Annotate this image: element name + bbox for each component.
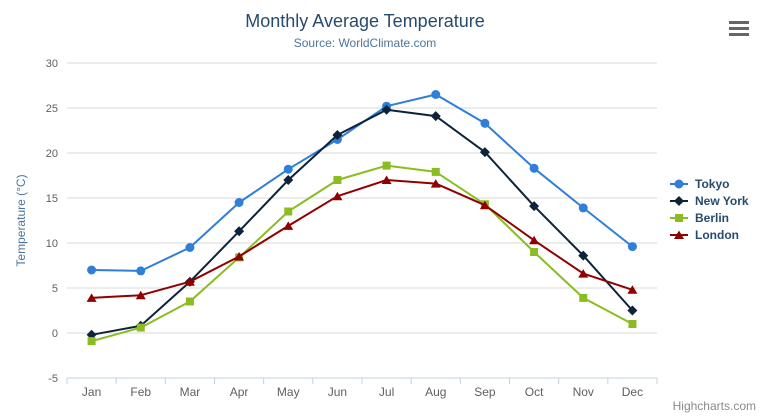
data-point-tokyo-oct[interactable] xyxy=(529,163,539,173)
data-point-tokyo-mar[interactable] xyxy=(185,243,195,252)
legend-item-berlin[interactable]: Berlin xyxy=(670,211,749,225)
series-line-berlin[interactable] xyxy=(90,164,634,343)
y-axis-label: 20 xyxy=(46,148,58,160)
y-axis-label: 15 xyxy=(46,193,58,205)
data-point-berlin-mar[interactable] xyxy=(185,297,194,306)
chart-title: Monthly Average Temperature xyxy=(245,11,485,31)
data-point-new-york-jun[interactable] xyxy=(332,130,343,140)
series-line-london[interactable] xyxy=(90,179,634,299)
data-point-berlin-nov[interactable] xyxy=(579,293,588,302)
data-point-tokyo-feb[interactable] xyxy=(136,266,146,276)
y-axis-label: 5 xyxy=(52,283,58,295)
legend-label: Berlin xyxy=(695,211,730,225)
data-point-new-york-nov[interactable] xyxy=(578,250,589,261)
data-point-new-york-apr[interactable] xyxy=(234,226,245,237)
data-point-london-jul[interactable] xyxy=(381,175,392,185)
data-point-london-mar[interactable] xyxy=(184,277,195,286)
x-axis-label: Dec xyxy=(622,385,643,399)
legend-symbol-marker xyxy=(674,196,684,206)
menu-bar xyxy=(729,21,749,24)
data-point-new-york-jul[interactable] xyxy=(381,104,392,115)
legend-symbol-marker xyxy=(674,230,684,239)
legend-symbol-diamond-icon xyxy=(670,196,688,206)
data-point-tokyo-dec[interactable] xyxy=(627,242,637,252)
chart-subtitle: Source: WorldClimate.com xyxy=(293,36,437,50)
hamburger-menu-icon[interactable] xyxy=(728,20,752,40)
data-point-london-jun[interactable] xyxy=(332,191,343,201)
x-axis-label: Jun xyxy=(328,385,347,399)
data-point-berlin-jan[interactable] xyxy=(87,337,96,346)
y-axis-label: 0 xyxy=(52,328,58,340)
x-axis-label: Aug xyxy=(425,385,446,399)
legend-item-tokyo[interactable]: Tokyo xyxy=(670,177,749,191)
data-point-london-sep[interactable] xyxy=(479,200,490,210)
data-point-new-york-sep[interactable] xyxy=(479,147,490,158)
data-point-berlin-jul[interactable] xyxy=(382,161,391,170)
x-axis-label: Jan xyxy=(82,385,101,399)
data-point-tokyo-sep[interactable] xyxy=(480,118,490,128)
y-axis-label: 25 xyxy=(46,103,58,115)
y-axis-label: -5 xyxy=(48,373,58,385)
data-point-new-york-oct[interactable] xyxy=(529,201,540,212)
data-point-berlin-feb[interactable] xyxy=(136,323,145,332)
y-axis-label: 10 xyxy=(46,238,58,250)
data-point-tokyo-aug[interactable] xyxy=(431,90,441,99)
data-point-berlin-oct[interactable] xyxy=(530,248,539,256)
credits-link[interactable]: Highcharts.com xyxy=(672,399,756,413)
data-point-new-york-may[interactable] xyxy=(283,175,294,185)
data-point-london-may[interactable] xyxy=(283,221,294,230)
y-axis-title: Temperature (°C) xyxy=(14,174,28,266)
data-point-london-dec[interactable] xyxy=(627,285,638,294)
data-point-london-apr[interactable] xyxy=(234,252,245,261)
data-point-london-oct[interactable] xyxy=(529,235,540,245)
x-axis-label: Nov xyxy=(573,385,594,399)
legend: Tokyo New York Berlin London xyxy=(670,177,749,242)
data-point-london-feb[interactable] xyxy=(135,290,146,300)
x-axis-label: Sep xyxy=(474,385,496,399)
data-point-tokyo-may[interactable] xyxy=(283,164,293,174)
legend-symbol-marker xyxy=(674,179,684,189)
data-point-berlin-aug[interactable] xyxy=(431,167,440,176)
data-point-new-york-aug[interactable] xyxy=(430,111,441,122)
legend-symbol-circle-icon xyxy=(670,179,688,189)
legend-item-new-york[interactable]: New York xyxy=(670,194,749,208)
data-point-berlin-may[interactable] xyxy=(284,207,293,216)
series-line-tokyo[interactable] xyxy=(90,93,634,272)
data-point-new-york-dec[interactable] xyxy=(627,305,638,316)
data-point-london-aug[interactable] xyxy=(430,179,441,188)
x-axis-label: Jul xyxy=(379,385,394,399)
legend-label: London xyxy=(695,228,739,242)
x-axis-label: May xyxy=(277,385,300,399)
legend-symbol-triangle-icon xyxy=(670,230,688,239)
legend-label: New York xyxy=(695,194,749,208)
menu-bar xyxy=(729,33,749,36)
legend-label: Tokyo xyxy=(695,177,730,191)
x-axis-label: Mar xyxy=(180,385,201,399)
x-axis-label: Feb xyxy=(130,385,151,399)
legend-symbol-square-icon xyxy=(670,214,688,222)
data-point-tokyo-apr[interactable] xyxy=(234,198,244,207)
legend-symbol-marker xyxy=(675,214,683,222)
menu-bar xyxy=(729,27,749,30)
data-point-tokyo-jan[interactable] xyxy=(87,265,97,275)
series-line-new-york[interactable] xyxy=(90,108,634,336)
data-point-berlin-jun[interactable] xyxy=(333,176,342,184)
data-point-tokyo-nov[interactable] xyxy=(578,203,588,213)
data-point-london-nov[interactable] xyxy=(578,269,589,278)
x-axis-label: Oct xyxy=(525,385,544,399)
y-axis-label: 30 xyxy=(46,58,58,70)
legend-item-london[interactable]: London xyxy=(670,228,749,242)
x-axis-label: Apr xyxy=(230,385,249,399)
data-point-berlin-dec[interactable] xyxy=(628,320,637,328)
data-point-london-jan[interactable] xyxy=(86,293,97,302)
